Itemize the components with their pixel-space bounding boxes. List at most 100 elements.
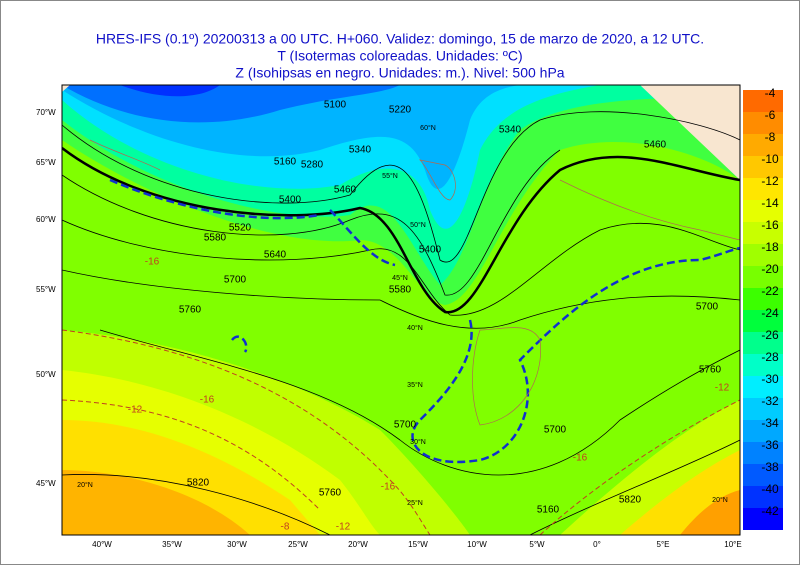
colorbar-label: -6 — [765, 108, 776, 122]
isotherm-label: -12 — [715, 383, 730, 394]
colorbar-label: -22 — [761, 284, 779, 298]
contour-label: 5460 — [334, 185, 357, 196]
colorbar-swatch — [743, 310, 783, 332]
grid-label: 25°N — [407, 499, 423, 507]
colorbar-label: -26 — [761, 328, 779, 342]
contour-label: 5220 — [389, 105, 412, 116]
title-line: HRES-IFS (0.1º) 20200313 a 00 UTC. H+060… — [96, 31, 704, 47]
title-line: Z (Isohipsas en negro. Unidades: m.). Ni… — [235, 65, 564, 81]
lon-label: 10°E — [724, 540, 741, 549]
colorbar-swatch — [743, 354, 783, 376]
colorbar-label: -28 — [761, 350, 779, 364]
grid-label: 20°N — [77, 481, 93, 489]
contour-label: 5700 — [394, 420, 417, 431]
colorbar-swatch — [743, 156, 783, 178]
colorbar-swatch — [743, 134, 783, 156]
isotherm-label: -8 — [281, 522, 290, 533]
colorbar-swatch — [743, 112, 783, 134]
colorbar-label: -36 — [761, 438, 779, 452]
colorbar-swatch — [743, 90, 783, 112]
contour-label: 5340 — [499, 125, 522, 136]
colorbar-swatch — [743, 222, 783, 244]
lat-label: 55°W — [36, 285, 56, 294]
grid-label: 60°N — [420, 124, 436, 132]
labels: 40°W 35°W 30°W 25°W 20°W 15°W 10°W 5°W 0° 5°E 10°E… — [36, 100, 742, 549]
colorbar-label: -14 — [761, 196, 779, 210]
colorbar-swatch — [743, 178, 783, 200]
colorbar-label: -16 — [761, 218, 779, 232]
isotherm-label: -16 — [381, 482, 396, 493]
contour-label: 5820 — [619, 495, 642, 506]
lon-label: 15°W — [408, 540, 428, 549]
colorbar-label: -32 — [761, 394, 779, 408]
contour-label: 5760 — [699, 365, 722, 376]
colorbar-swatch — [743, 200, 783, 222]
grid-label: 20°N — [712, 496, 728, 504]
contour-label: 5700 — [696, 302, 719, 313]
lat-label: 70°W — [36, 108, 56, 117]
lat-label: 50°W — [36, 370, 56, 379]
colorbar-label: -24 — [761, 306, 779, 320]
contour-label: 5640 — [264, 250, 287, 261]
lon-label: 40°W — [92, 540, 112, 549]
colorbar-swatch — [743, 398, 783, 420]
colorbar-label: -38 — [761, 460, 779, 474]
lon-label: 20°W — [348, 540, 368, 549]
lon-label: 30°W — [227, 540, 247, 549]
lon-label: 35°W — [162, 540, 182, 549]
colorbar-swatch — [743, 332, 783, 354]
colorbar-label: -10 — [761, 152, 779, 166]
grid-label: 45°N — [392, 274, 408, 282]
lon-label: 5°E — [657, 540, 670, 549]
colorbar-label: -34 — [761, 416, 779, 430]
contour-label: 5580 — [204, 233, 227, 244]
lon-label: 5°W — [529, 540, 545, 549]
lon-label: 25°W — [288, 540, 308, 549]
grid-label: 50°N — [410, 221, 426, 229]
colorbar-label: -18 — [761, 240, 779, 254]
contour-label: 5700 — [544, 425, 567, 436]
colorbar-label: -30 — [761, 372, 779, 386]
contour-label: 5580 — [389, 285, 412, 296]
isotherm-label: -12 — [128, 405, 143, 416]
contour-label: 5400 — [279, 195, 302, 206]
contour-label: 5160 — [274, 157, 297, 168]
colorbar-swatch — [743, 464, 783, 486]
grid-label: 55°N — [382, 172, 398, 180]
contour-label: 5160 — [537, 505, 560, 516]
contour-label: 5760 — [319, 488, 342, 499]
isotherm-label: -12 — [336, 522, 351, 533]
colorbar-label: -4 — [765, 86, 776, 100]
contour-label: 5700 — [224, 275, 247, 286]
contour-label: 5100 — [324, 100, 347, 111]
colorbar-swatch — [743, 288, 783, 310]
contour-label: 5460 — [644, 140, 667, 151]
colorbar-swatch — [743, 486, 783, 508]
contour-label: 5400 — [419, 245, 442, 256]
lon-label: 0° — [593, 540, 601, 549]
colorbar-swatch — [743, 266, 783, 288]
lat-label: 65°W — [36, 158, 56, 167]
colorbar-label: -8 — [765, 130, 776, 144]
contour-label: 5520 — [229, 223, 252, 234]
contour-label: 5760 — [179, 305, 202, 316]
isotherm-label: -16 — [200, 395, 215, 406]
lat-label: 45°W — [36, 479, 56, 488]
contour-label: 5340 — [349, 145, 372, 156]
colorbar-swatch — [743, 442, 783, 464]
grid-label: 35°N — [407, 381, 423, 389]
lat-label: 60°W — [36, 215, 56, 224]
title-line: T (Isotermas coloreadas. Unidades: ºC) — [277, 48, 522, 64]
lon-label: 10°W — [467, 540, 487, 549]
colorbar-label: -40 — [761, 482, 779, 496]
contour-label: 5280 — [301, 160, 324, 171]
colorbar-label: -12 — [761, 174, 779, 188]
colorbar-swatch — [743, 508, 783, 530]
colorbar-label: -20 — [761, 262, 779, 276]
grid-label: 40°N — [407, 324, 423, 332]
colorbar-swatch — [743, 376, 783, 398]
isotherm-label: -16 — [573, 453, 588, 464]
colorbar-label: -42 — [761, 504, 779, 518]
